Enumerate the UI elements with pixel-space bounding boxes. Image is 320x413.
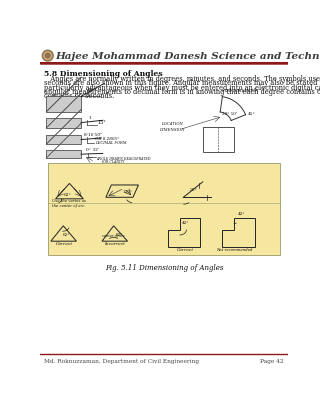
Text: Page 42: Page 42 — [260, 358, 284, 363]
Text: Hajee Mohammad Danesh Science and Technology University: Hajee Mohammad Danesh Science and Techno… — [55, 52, 320, 61]
Text: Not recommended: Not recommended — [216, 247, 252, 251]
Text: 29° 50': 29° 50' — [221, 111, 236, 115]
Text: 135°: 135° — [123, 190, 133, 193]
Circle shape — [45, 54, 50, 59]
Text: 0° 32': 0° 32' — [86, 147, 100, 151]
Text: 62°: 62° — [62, 233, 70, 237]
Text: seconds are also shown in this figure. Angular measurements may also be stated i: seconds are also shown in this figure. A… — [44, 79, 320, 87]
Text: Angles are normally written in degrees, minutes, and seconds. The symbols used t: Angles are normally written in degrees, … — [44, 75, 320, 83]
Text: Fig. 5.11 Dimensioning of Angles: Fig. 5.11 Dimensioning of Angles — [105, 263, 223, 271]
Text: OR 8.2805°: OR 8.2805° — [95, 136, 119, 140]
Text: center of arc: center of arc — [102, 233, 125, 237]
Bar — [46, 119, 81, 129]
Text: 15°: 15° — [97, 120, 106, 125]
Text: contains 60 seconds.: contains 60 seconds. — [44, 92, 114, 100]
Text: 45°: 45° — [248, 112, 255, 116]
Circle shape — [44, 52, 52, 60]
Text: Correct: Correct — [55, 242, 73, 246]
Text: Md. Roknuzzaman, Department of Civil Engineering: Md. Roknuzzaman, Department of Civil Eng… — [44, 358, 199, 363]
Text: LOCATION
DIMENSION: LOCATION DIMENSION — [159, 122, 185, 131]
Text: SIZE DIMENSION: SIZE DIMENSION — [222, 89, 259, 93]
Text: Correct: Correct — [177, 247, 194, 251]
Text: 45°: 45° — [87, 88, 97, 93]
Bar — [46, 151, 81, 159]
Bar — [203, 128, 234, 152]
Text: Incorrect: Incorrect — [104, 242, 125, 246]
Text: Use the vertex as
the center of arc: Use the vertex as the center of arc — [52, 198, 86, 207]
Text: 5.8 Dimensioning of Angles: 5.8 Dimensioning of Angles — [44, 70, 163, 78]
Text: 35°: 35° — [189, 187, 197, 191]
Text: 42°: 42° — [238, 212, 245, 216]
Bar — [46, 135, 81, 145]
Text: angular measurements to decimal form is in knowing that each degree contains 60 : angular measurements to decimal form is … — [44, 88, 320, 95]
Text: 62°: 62° — [116, 233, 123, 237]
Bar — [48, 163, 280, 255]
Text: DECIMAL FORM: DECIMAL FORM — [95, 140, 126, 144]
Text: 1: 1 — [89, 116, 92, 120]
Text: 62°: 62° — [63, 192, 71, 197]
Text: particularly advantageous when they must be entered into an electronic digital c: particularly advantageous when they must… — [44, 83, 320, 91]
Text: 42°: 42° — [182, 221, 189, 225]
Circle shape — [42, 51, 53, 62]
Bar — [46, 97, 81, 113]
Text: 8°16'50": 8°16'50" — [84, 133, 102, 137]
Text: FOR CLARITY: FOR CLARITY — [101, 159, 124, 164]
Text: ANGLE DRAWN EXAGGERATED: ANGLE DRAWN EXAGGERATED — [96, 157, 150, 160]
